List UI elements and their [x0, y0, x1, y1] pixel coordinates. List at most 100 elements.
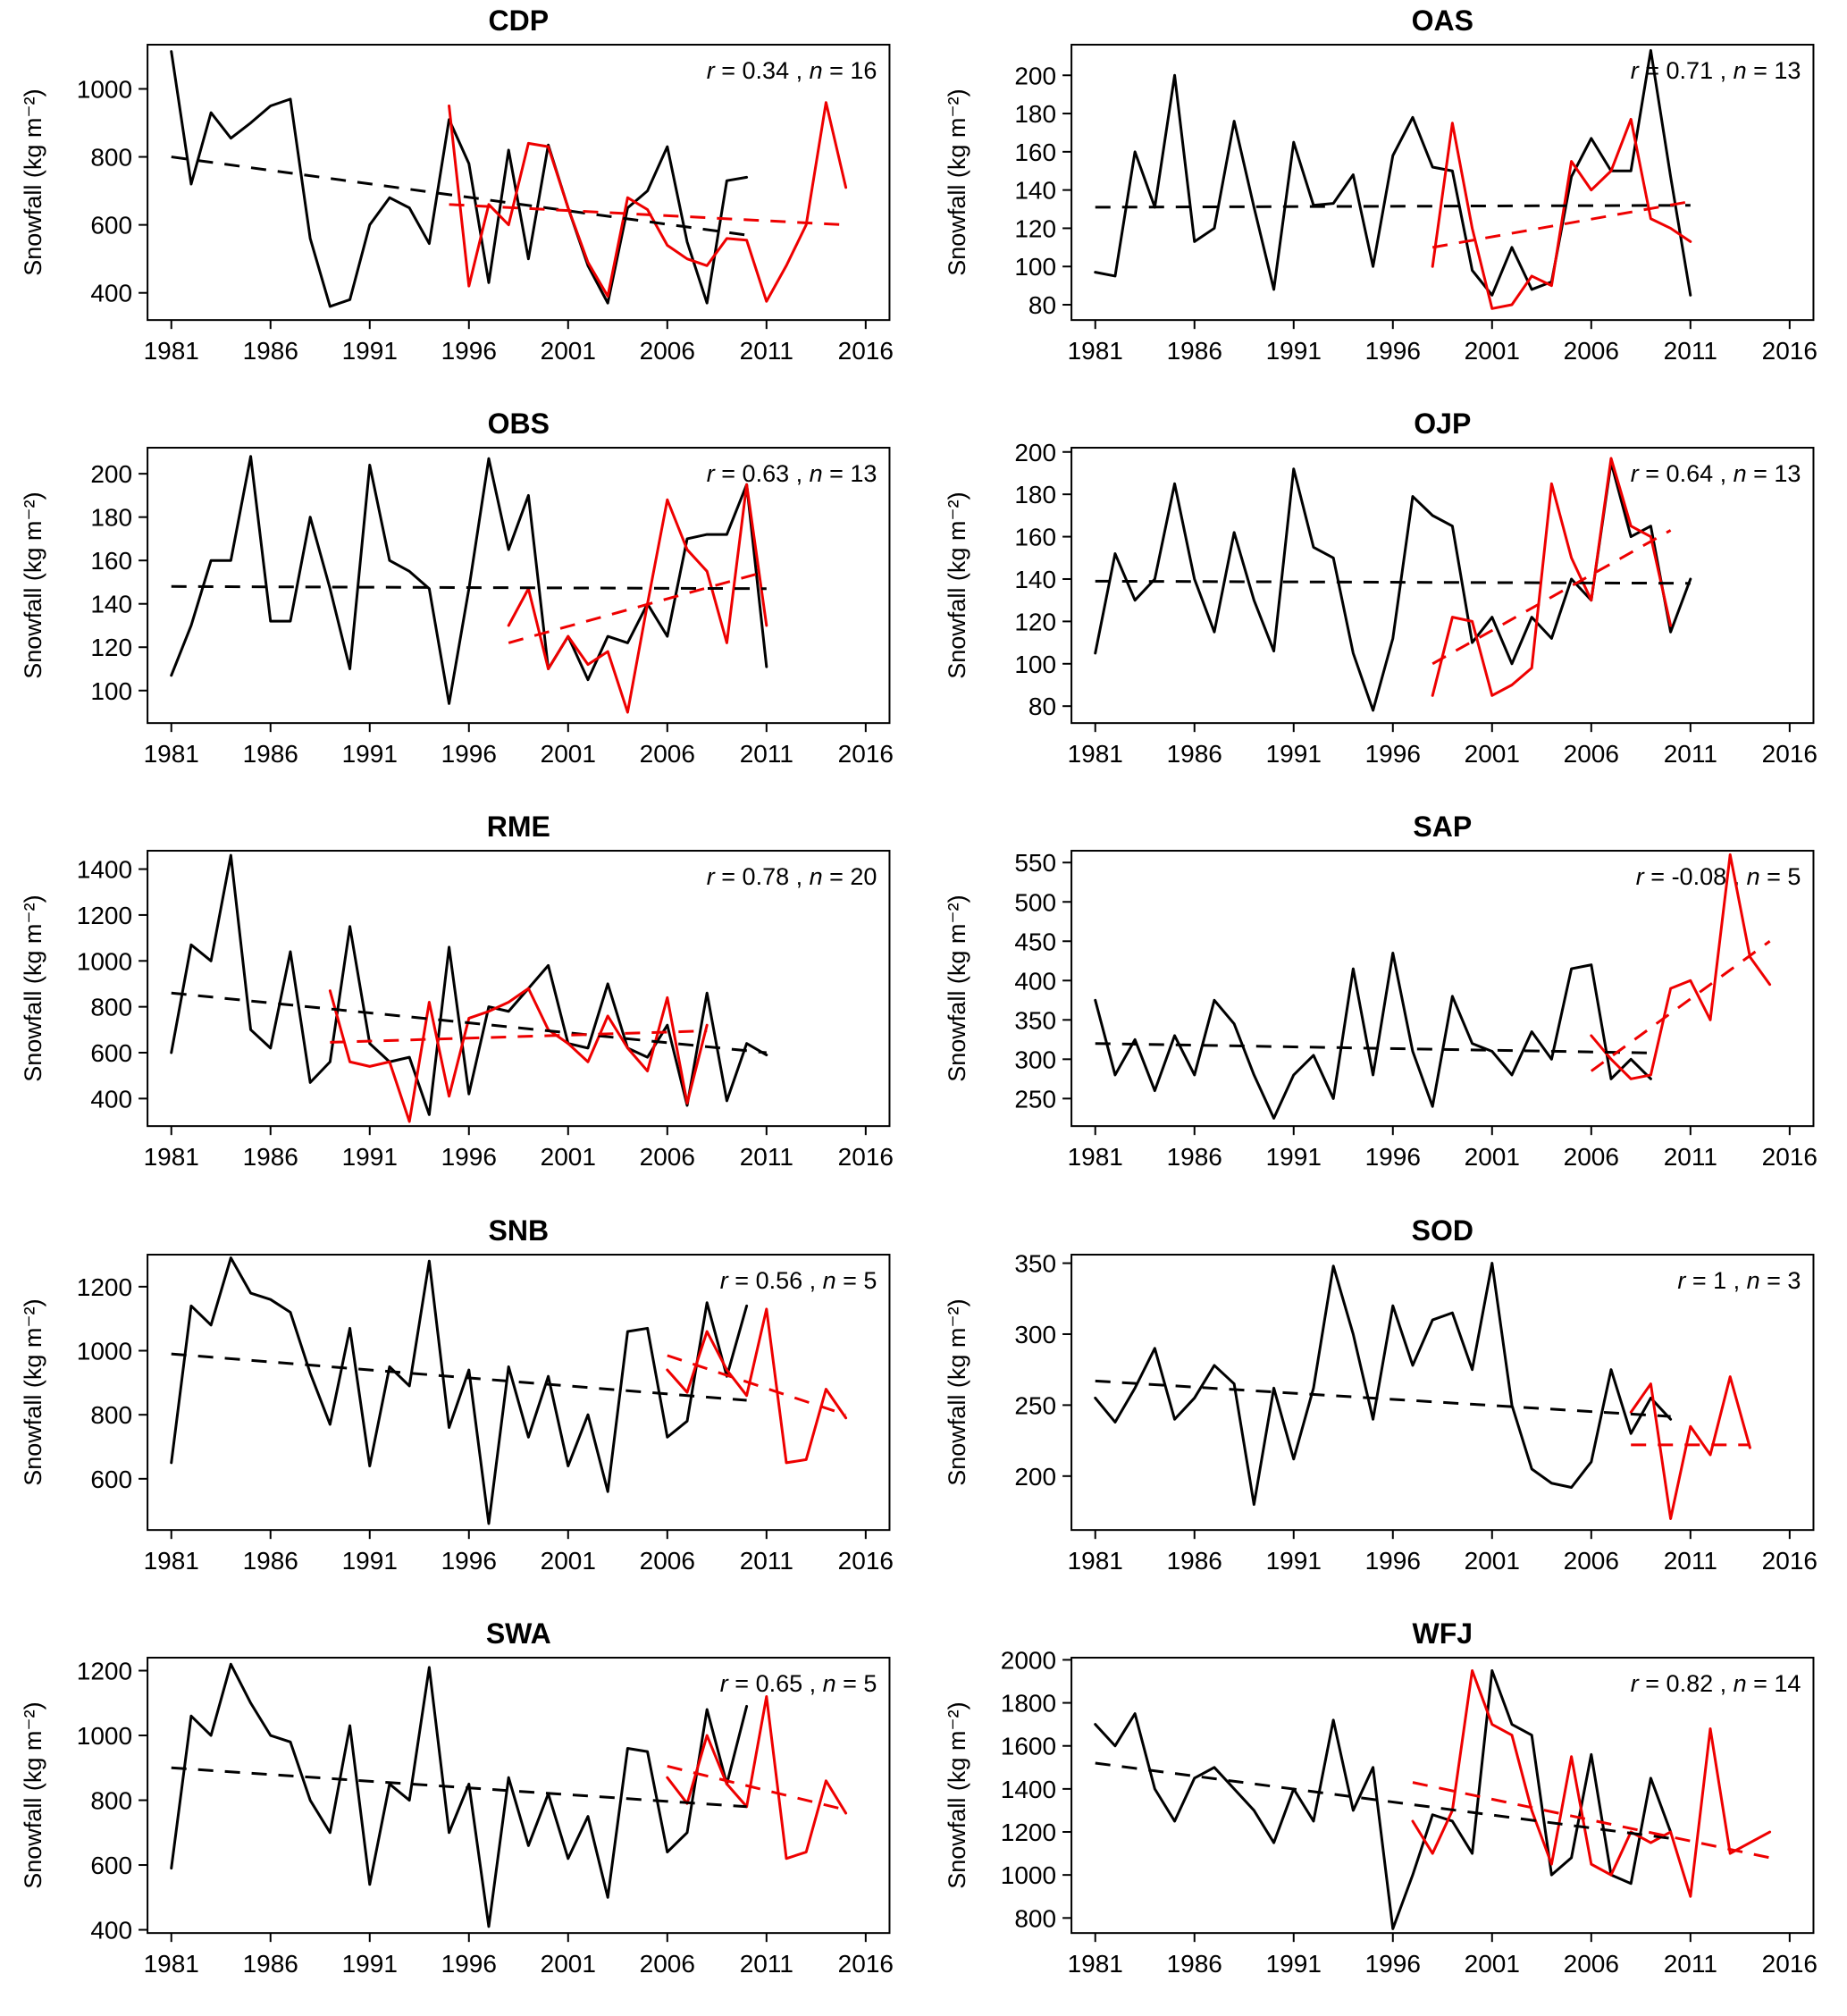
- correlation-annotation: r = 0.82 , n = 14: [1630, 1670, 1801, 1697]
- svg-text:250: 250: [1014, 1086, 1056, 1113]
- svg-text:1981: 1981: [144, 740, 199, 768]
- svg-text:350: 350: [1014, 1007, 1056, 1035]
- model-trend: [1590, 940, 1771, 1073]
- svg-text:2011: 2011: [740, 1547, 793, 1575]
- svg-text:2006: 2006: [1563, 1547, 1618, 1575]
- svg-text:450: 450: [1014, 928, 1056, 956]
- svg-text:1400: 1400: [1000, 1776, 1055, 1803]
- chart-title: OJP: [1414, 407, 1471, 440]
- svg-text:300: 300: [1014, 1046, 1056, 1074]
- svg-text:1400: 1400: [77, 856, 132, 884]
- plot-box: [147, 447, 891, 725]
- svg-text:120: 120: [1014, 609, 1056, 636]
- plot-box: [1070, 1656, 1814, 1934]
- observed-trend: [171, 1766, 747, 1809]
- svg-text:1981: 1981: [144, 337, 199, 365]
- chart-title: SAP: [1413, 811, 1472, 843]
- svg-text:2006: 2006: [640, 1144, 695, 1172]
- svg-text:120: 120: [90, 634, 132, 661]
- svg-text:1981: 1981: [144, 1144, 199, 1172]
- svg-text:1991: 1991: [342, 1950, 398, 1978]
- svg-text:1986: 1986: [1166, 1144, 1222, 1172]
- chart-title: SNB: [488, 1214, 549, 1247]
- x-axis: 1981 1986 1991 1996 2001 2006 2011 2016: [144, 1126, 894, 1172]
- svg-text:1981: 1981: [144, 1950, 199, 1978]
- svg-text:1986: 1986: [1166, 740, 1222, 768]
- svg-text:800: 800: [90, 1401, 132, 1429]
- observed-trend: [171, 584, 767, 591]
- series-observed: [1093, 48, 1692, 297]
- chart-svg-SAP: SAP 250 300 350 400 450 500 550 1981 1986 1991 1996…: [944, 811, 1818, 1172]
- x-axis: 1981 1986 1991 1996 2001 2006 2011 2016: [144, 320, 894, 365]
- svg-text:2006: 2006: [640, 337, 695, 365]
- svg-text:2001: 2001: [541, 1547, 596, 1575]
- plot-box: [1070, 1253, 1814, 1531]
- svg-text:800: 800: [1014, 1904, 1056, 1932]
- svg-text:600: 600: [90, 1465, 132, 1492]
- svg-text:1981: 1981: [1067, 1547, 1122, 1575]
- svg-text:1996: 1996: [1364, 1950, 1420, 1978]
- correlation-annotation: r = 0.64 , n = 13: [1630, 460, 1801, 487]
- series-observed: [170, 1256, 749, 1525]
- svg-text:1981: 1981: [1067, 1144, 1122, 1172]
- series-model: [1629, 1374, 1751, 1520]
- svg-text:200: 200: [1014, 1462, 1056, 1490]
- chart-svg-OAS: OAS 80 100 120 140 160 180 200 1981 1986 1991 1996 2…: [944, 4, 1818, 365]
- y-axis: 400 600 800 1000 1200 1400: [77, 856, 148, 1113]
- y-axis: 100 120 140 160 180 200: [90, 460, 148, 705]
- svg-text:1996: 1996: [441, 1547, 497, 1575]
- series-observed: [1093, 952, 1652, 1121]
- chart-svg-SWA: SWA 400 600 800 1000 1200 1981 1986 1991 1996 2001…: [20, 1617, 894, 1978]
- series-observed: [1093, 461, 1692, 712]
- svg-text:1986: 1986: [243, 337, 298, 365]
- svg-text:1996: 1996: [1364, 337, 1420, 365]
- svg-text:1981: 1981: [1067, 337, 1122, 365]
- svg-text:100: 100: [1014, 253, 1056, 281]
- y-axis-label: Snowfall (kg m⁻²): [944, 895, 970, 1082]
- y-axis: 400 600 800 1000 1200: [77, 1657, 148, 1944]
- svg-text:1991: 1991: [1265, 1547, 1321, 1575]
- svg-text:160: 160: [1014, 139, 1056, 166]
- series-model: [1431, 117, 1692, 310]
- svg-text:2006: 2006: [640, 1547, 695, 1575]
- y-axis-label: Snowfall (kg m⁻²): [20, 492, 46, 679]
- y-axis: 250 300 350 400 450 500 550: [1014, 850, 1071, 1113]
- model-trend: [449, 203, 846, 227]
- svg-text:2006: 2006: [1563, 740, 1618, 768]
- svg-text:1000: 1000: [77, 75, 132, 103]
- correlation-annotation: r = 0.65 , n = 5: [720, 1670, 877, 1697]
- svg-text:2016: 2016: [1761, 740, 1817, 768]
- chart-panel-CDP: CDP 400 600 800 1000 1981 1986 1991 1996 2001 2006…: [0, 0, 924, 403]
- series-observed: [1093, 1668, 1672, 1930]
- x-axis: 1981 1986 1991 1996 2001 2006 2011 2016: [1067, 1529, 1817, 1575]
- model-trend: [330, 1029, 708, 1045]
- svg-text:800: 800: [90, 994, 132, 1021]
- svg-text:1000: 1000: [77, 1337, 132, 1365]
- y-axis-label: Snowfall (kg m⁻²): [20, 895, 46, 1082]
- svg-text:180: 180: [1014, 481, 1056, 508]
- correlation-annotation: r = 0.56 , n = 5: [720, 1267, 877, 1294]
- chart-title: WFJ: [1412, 1617, 1473, 1650]
- svg-text:800: 800: [90, 1786, 132, 1814]
- chart-svg-CDP: CDP 400 600 800 1000 1981 1986 1991 1996 2001 2006…: [20, 4, 894, 365]
- svg-text:2011: 2011: [740, 1950, 793, 1978]
- observed-trend: [171, 1352, 747, 1402]
- svg-text:2001: 2001: [1464, 1144, 1519, 1172]
- svg-text:250: 250: [1014, 1391, 1056, 1419]
- svg-text:2001: 2001: [541, 740, 596, 768]
- svg-text:2011: 2011: [740, 1144, 793, 1172]
- svg-text:2016: 2016: [1761, 1144, 1817, 1172]
- svg-text:1996: 1996: [441, 1144, 497, 1172]
- svg-text:800: 800: [90, 144, 132, 172]
- y-axis: 800 1000 1200 1400 1600 1800 2000: [1000, 1646, 1071, 1932]
- series-observed: [170, 50, 749, 308]
- svg-text:2001: 2001: [1464, 1950, 1519, 1978]
- svg-text:180: 180: [90, 504, 132, 532]
- svg-text:2001: 2001: [1464, 740, 1519, 768]
- model-trend: [1412, 1780, 1770, 1860]
- svg-text:2011: 2011: [1663, 337, 1717, 365]
- svg-text:1986: 1986: [1166, 1950, 1222, 1978]
- y-axis-label: Snowfall (kg m⁻²): [944, 1701, 970, 1888]
- svg-text:1991: 1991: [1265, 1144, 1321, 1172]
